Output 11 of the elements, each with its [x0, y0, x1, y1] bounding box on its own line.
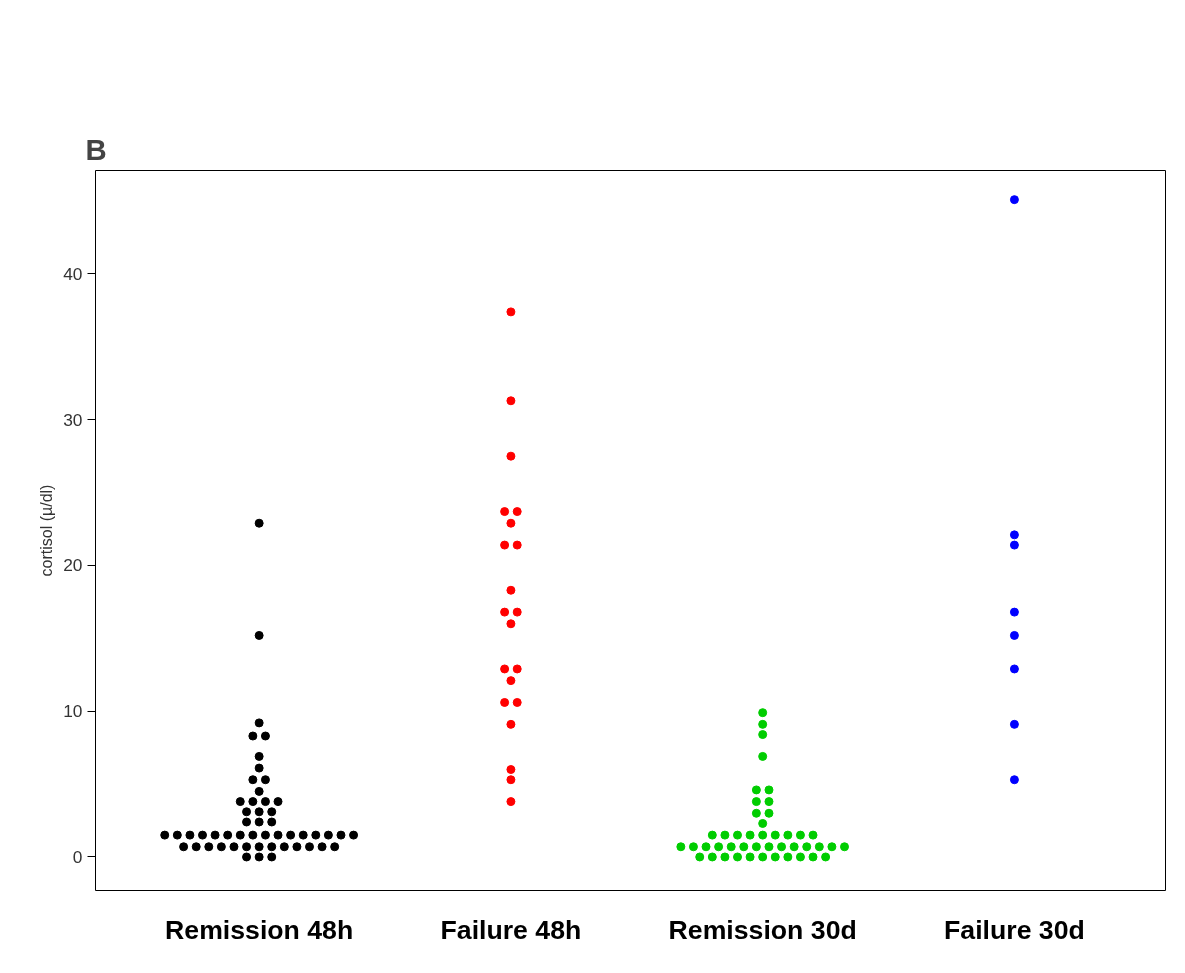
x-tick-label: Failure 48h — [440, 914, 582, 945]
y-tick-label: 0 — [72, 846, 83, 867]
x-tick-label: Remission 30d — [668, 914, 857, 945]
x-tick-label: Failure 30d — [944, 914, 1085, 945]
y-tick-label: 30 — [63, 409, 83, 430]
y-tick-label: 40 — [63, 263, 83, 284]
chart-title: B — [85, 132, 107, 166]
y-axis-title: cortisol (µ/dl) — [38, 484, 56, 577]
y-tick-label: 10 — [63, 701, 83, 722]
x-tick-label: Remission 48h — [165, 914, 354, 945]
y-tick-label: 20 — [63, 555, 83, 576]
